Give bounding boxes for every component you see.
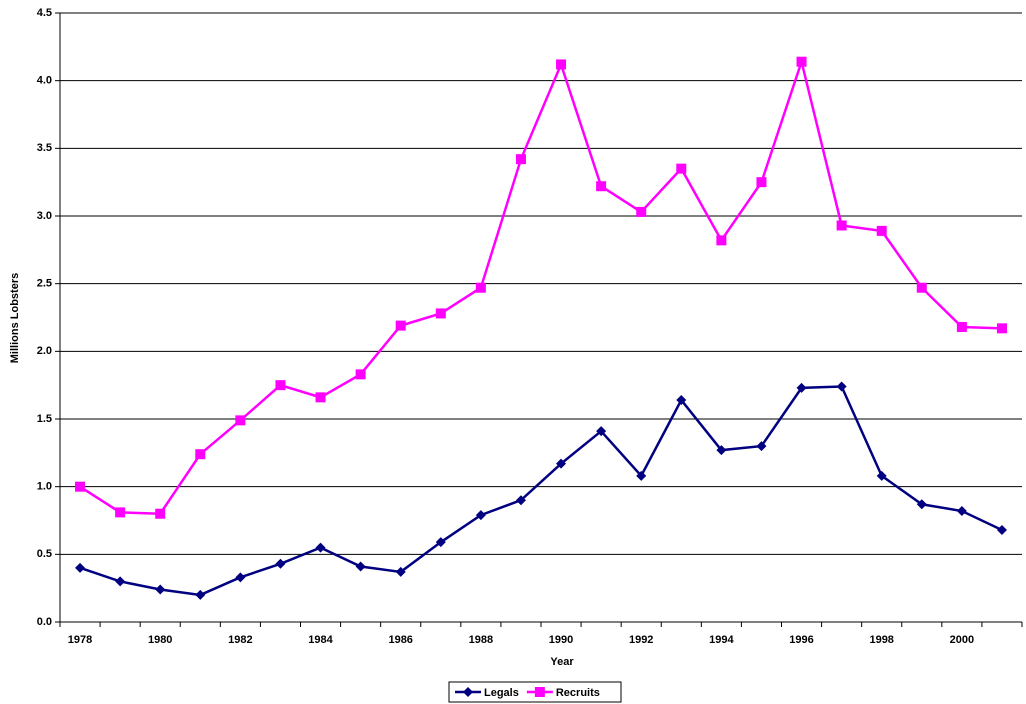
- data-point: [195, 589, 206, 600]
- data-point: [796, 56, 807, 67]
- data-point: [916, 499, 927, 510]
- x-tick-label: 1982: [228, 634, 252, 646]
- data-point: [515, 495, 526, 506]
- data-point: [475, 282, 486, 293]
- data-point: [836, 381, 847, 392]
- x-tick-label: 2000: [950, 634, 974, 646]
- x-tick-label: 1992: [629, 634, 653, 646]
- y-tick-label: 0.5: [37, 548, 52, 560]
- y-tick-label: 1.5: [37, 413, 52, 425]
- data-point: [836, 220, 847, 231]
- x-tick-label: 1990: [549, 634, 573, 646]
- data-point: [636, 206, 647, 217]
- data-point: [636, 470, 647, 481]
- data-point: [956, 321, 967, 332]
- x-tick-label: 1988: [469, 634, 493, 646]
- x-tick-label: 1996: [789, 634, 813, 646]
- data-point: [395, 320, 406, 331]
- data-point: [556, 458, 567, 469]
- data-point: [796, 382, 807, 393]
- data-point: [195, 449, 206, 460]
- data-point: [676, 163, 687, 174]
- data-point: [155, 508, 166, 519]
- y-tick-label: 4.0: [37, 75, 52, 87]
- x-tick-label: 1998: [869, 634, 893, 646]
- data-point: [996, 323, 1007, 334]
- y-tick-label: 3.0: [37, 210, 52, 222]
- y-tick-label: 2.0: [37, 345, 52, 357]
- legend-marker: [463, 687, 473, 697]
- data-point: [395, 566, 406, 577]
- y-tick-label: 3.5: [37, 142, 52, 154]
- data-point: [596, 181, 607, 192]
- x-tick-label: 1986: [388, 634, 412, 646]
- data-point: [676, 395, 687, 406]
- data-point: [756, 441, 767, 452]
- data-point: [75, 481, 86, 492]
- x-tick-label: 1994: [709, 634, 734, 646]
- data-point: [916, 282, 927, 293]
- data-point: [315, 392, 326, 403]
- series-line: [79, 57, 1003, 516]
- data-point: [275, 558, 286, 569]
- y-tick-label: 1.0: [37, 481, 52, 493]
- legend-label: Recruits: [556, 687, 600, 699]
- data-point: [876, 225, 887, 236]
- data-point: [275, 380, 286, 391]
- data-point: [435, 537, 446, 548]
- data-point: [956, 506, 967, 517]
- data-point: [716, 445, 727, 456]
- data-point: [435, 308, 446, 319]
- legend-label: Legals: [484, 687, 519, 699]
- data-point: [115, 507, 126, 518]
- y-tick-label: 2.5: [37, 278, 52, 290]
- data-point: [515, 154, 526, 165]
- data-point: [235, 415, 246, 426]
- data-point: [556, 59, 567, 70]
- data-point: [596, 426, 607, 437]
- data-point: [235, 572, 246, 583]
- x-tick-label: 1984: [308, 634, 333, 646]
- x-axis-title: Year: [550, 656, 574, 668]
- data-point: [355, 369, 366, 380]
- data-point: [315, 542, 326, 553]
- data-point: [115, 576, 126, 587]
- y-tick-label: 0.0: [37, 616, 52, 628]
- x-tick-label: 1980: [148, 634, 172, 646]
- y-tick-label: 4.5: [37, 7, 52, 19]
- x-tick-label: 1978: [68, 634, 92, 646]
- series-line: [79, 385, 1003, 597]
- legend-marker: [534, 687, 545, 697]
- data-point: [716, 235, 727, 246]
- data-point: [355, 561, 366, 572]
- data-point: [876, 470, 887, 481]
- data-point: [75, 562, 86, 573]
- y-axis-title: Millions Lobsters: [9, 273, 21, 363]
- data-point: [475, 510, 486, 521]
- data-point: [996, 524, 1007, 535]
- data-point: [756, 177, 767, 188]
- data-point: [155, 584, 166, 595]
